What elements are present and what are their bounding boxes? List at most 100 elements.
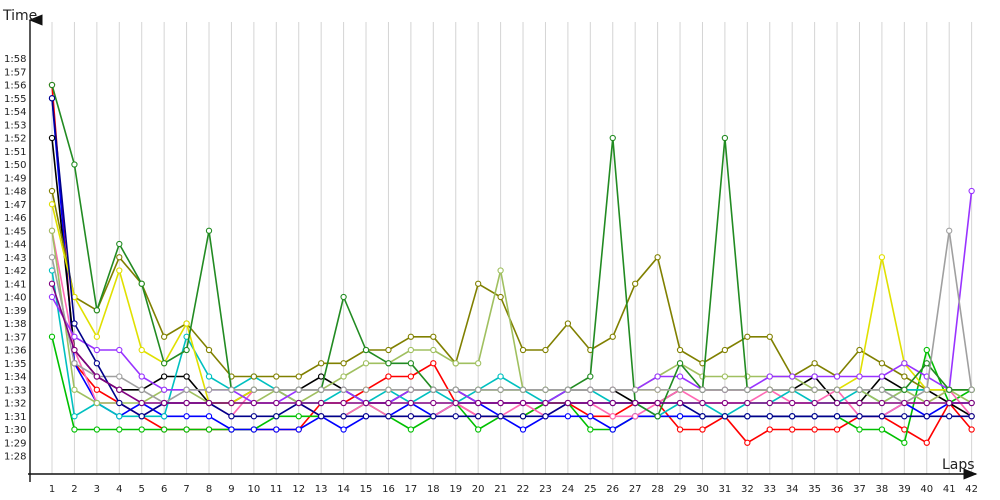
y-tick-label: 1:37 — [4, 332, 26, 343]
data-point — [946, 227, 953, 234]
data-point — [699, 386, 706, 393]
data-point — [901, 426, 908, 433]
data-point — [48, 134, 56, 142]
series-3 — [48, 95, 975, 433]
data-point — [138, 413, 145, 420]
series-line — [51, 283, 972, 404]
data-point — [160, 360, 168, 367]
series-13 — [48, 95, 975, 420]
data-point — [93, 426, 101, 433]
data-point — [407, 413, 415, 420]
data-point — [205, 426, 213, 433]
data-point — [968, 399, 975, 407]
data-point — [116, 373, 123, 380]
data-point — [519, 399, 527, 407]
data-point — [430, 346, 437, 354]
data-point — [721, 386, 729, 393]
data-point — [138, 346, 145, 354]
data-point — [71, 320, 78, 327]
data-point — [632, 399, 639, 407]
data-point — [923, 439, 930, 446]
data-point — [968, 187, 975, 195]
data-point — [385, 346, 392, 354]
x-tick-label: 35 — [808, 484, 821, 495]
data-point — [475, 413, 482, 420]
data-point — [744, 333, 751, 340]
x-tick-label: 22 — [517, 484, 530, 495]
data-point — [542, 386, 549, 393]
data-point — [228, 426, 235, 433]
data-point — [71, 413, 78, 420]
data-point — [811, 426, 818, 433]
data-point — [901, 360, 908, 367]
data-point — [183, 320, 190, 327]
x-tick-label: 4 — [116, 484, 122, 495]
data-point — [946, 386, 953, 393]
data-point — [48, 201, 56, 208]
y-tick-label: 1:38 — [4, 319, 26, 330]
data-point — [564, 386, 572, 393]
data-point — [968, 413, 975, 420]
data-point — [587, 373, 594, 380]
data-point — [183, 346, 190, 354]
data-point — [385, 413, 392, 420]
data-point — [811, 386, 818, 393]
data-point — [811, 399, 818, 407]
data-point — [497, 413, 504, 420]
x-tick-label: 32 — [741, 484, 754, 495]
data-point — [138, 373, 145, 380]
series-10 — [48, 187, 975, 407]
y-tick-label: 1:42 — [4, 266, 26, 277]
data-point — [407, 346, 415, 354]
data-point — [407, 399, 415, 407]
data-point — [968, 426, 975, 433]
data-point — [654, 254, 661, 261]
x-tick-label: 12 — [292, 484, 305, 495]
y-tick-label: 1:30 — [4, 425, 26, 436]
data-point — [93, 373, 101, 380]
data-point — [564, 399, 572, 407]
y-tick-label: 1:28 — [4, 452, 26, 463]
data-point — [318, 413, 325, 420]
data-point — [744, 413, 751, 420]
data-point — [407, 373, 415, 380]
series-line — [51, 230, 973, 404]
x-tick-label: 28 — [651, 484, 664, 495]
data-point — [833, 426, 841, 433]
data-point — [160, 399, 168, 407]
series-11 — [48, 81, 975, 420]
data-point — [318, 399, 325, 407]
data-point — [250, 399, 258, 407]
data-point — [116, 240, 123, 248]
axes: Time Laps — [2, 8, 978, 482]
y-tick-label: 1:47 — [4, 200, 26, 211]
data-point — [183, 426, 190, 433]
x-tick-label: 15 — [360, 484, 373, 495]
data-point — [676, 373, 684, 380]
data-point — [856, 346, 863, 354]
data-point — [116, 267, 123, 274]
data-point — [93, 360, 101, 367]
x-tick-label: 39 — [898, 484, 911, 495]
data-point — [407, 426, 415, 433]
data-point — [116, 426, 123, 433]
x-tick-label: 23 — [539, 484, 552, 495]
data-point — [71, 360, 78, 367]
data-point — [250, 426, 258, 433]
data-point — [946, 413, 953, 420]
x-tick-label: 2 — [71, 484, 77, 495]
data-point — [878, 360, 886, 367]
data-point — [116, 386, 123, 393]
x-tick-label: 13 — [315, 484, 328, 495]
y-tick-label: 1:48 — [4, 187, 26, 198]
data-point — [340, 360, 347, 367]
data-point — [564, 413, 572, 420]
data-point — [250, 386, 258, 393]
data-point — [833, 413, 841, 420]
data-point — [901, 399, 908, 407]
data-point — [878, 373, 886, 380]
data-point — [48, 227, 56, 234]
y-tick-label: 1:44 — [4, 240, 26, 251]
y-tick-label: 1:29 — [4, 438, 26, 449]
